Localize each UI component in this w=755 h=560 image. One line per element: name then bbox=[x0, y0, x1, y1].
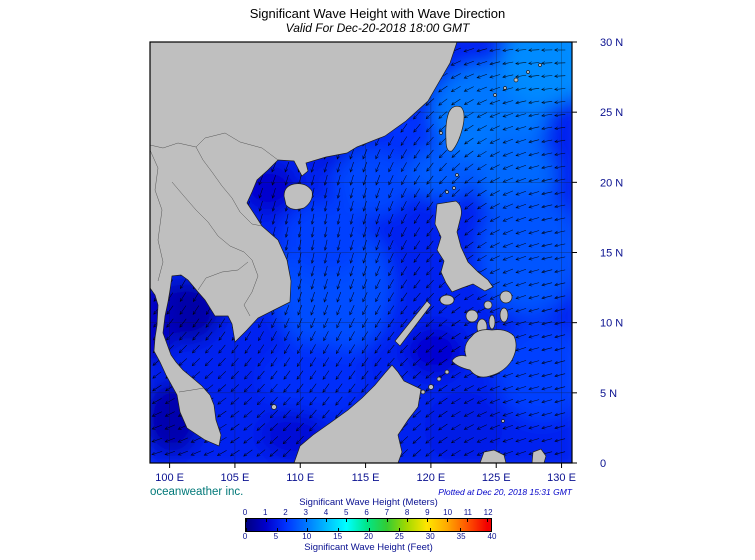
colorbar-feet-ticks: 0 5 10 15 20 25 30 35 40 bbox=[242, 532, 497, 542]
x-tick-label: 120 E bbox=[417, 472, 446, 484]
colorbar-meters-tick: 8 bbox=[404, 508, 410, 517]
y-tick-label: 25 N bbox=[600, 107, 623, 119]
landmass-borneo-island bbox=[293, 364, 422, 463]
landmass-mindanao-island bbox=[451, 329, 517, 378]
colorbar-gradient bbox=[245, 518, 492, 532]
x-tick-label: 100 E bbox=[155, 472, 184, 484]
colorbar-feet-tick: 20 bbox=[364, 532, 373, 541]
oceanweather-credit: oceanweather inc. bbox=[150, 486, 244, 498]
chart-title: Significant Wave Height with Wave Direct… bbox=[249, 6, 506, 21]
chart-subtitle: Valid For Dec-20-2018 18:00 GMT bbox=[285, 21, 470, 35]
colorbar-feet-tick: 15 bbox=[333, 532, 343, 541]
y-tick-label: 30 N bbox=[600, 37, 623, 49]
landmass-palawan-island bbox=[394, 300, 432, 347]
colorbar-meters-tick: 2 bbox=[283, 508, 288, 517]
country-borders bbox=[150, 132, 376, 463]
colorbar-meters-tick: 11 bbox=[463, 508, 472, 517]
y-tick-label: 0 bbox=[600, 458, 606, 470]
colorbar-feet-tick: 0 bbox=[242, 532, 248, 541]
wave-patch-celebes-sea bbox=[424, 392, 503, 463]
landmass-taiwan-island bbox=[445, 105, 465, 152]
y-tick-label: 10 N bbox=[600, 318, 623, 330]
colorbar-meters-ticks: 0 1 2 3 4 5 6 7 8 9 10 11 12 bbox=[242, 508, 493, 518]
colorbar-feet-tick: 25 bbox=[394, 532, 404, 541]
landmass-luzon-island bbox=[434, 200, 494, 293]
y-tick-label: 5 N bbox=[600, 388, 617, 400]
colorbar-meters-tick: 10 bbox=[443, 508, 453, 517]
plotted-timestamp: Plotted at Dec 20, 2018 15:31 GMT bbox=[438, 487, 572, 497]
colorbar-feet-tick: 40 bbox=[487, 532, 497, 541]
y-tick-label: 15 N bbox=[600, 248, 623, 260]
landmass-visayas-islands bbox=[439, 290, 513, 340]
wave-patch-luzon-strait bbox=[407, 143, 476, 200]
x-tick-label: 130 E bbox=[547, 472, 576, 484]
colorbar-feet-tick: 35 bbox=[456, 532, 466, 541]
x-tick-label: 115 E bbox=[352, 472, 380, 484]
colorbar-meters-tick: 5 bbox=[344, 508, 349, 517]
colorbar-feet-tick: 5 bbox=[273, 532, 279, 541]
wave-patch-sulu-sea bbox=[406, 325, 464, 377]
landmass-small-islands bbox=[271, 63, 547, 463]
landmass-hainan-island bbox=[283, 183, 313, 210]
colorbar-feet-label: Significant Wave Height (Feet) bbox=[304, 542, 433, 553]
wave-patch-scs-off-central-vietnam bbox=[282, 202, 366, 275]
colorbar-meters-tick: 0 bbox=[242, 508, 248, 517]
longitude-axis: 100 E 105 E 110 E 115 E 120 E 125 E 130 E bbox=[155, 463, 576, 484]
latitude-axis: 30 N 25 N 20 N 15 N 10 N 5 N 0 bbox=[572, 37, 623, 470]
colorbar-meters-tick: 4 bbox=[323, 508, 329, 517]
colorbar-meters-tick: 12 bbox=[483, 508, 493, 517]
colorbar-feet-tick: 30 bbox=[425, 532, 435, 541]
colorbar-meters-label: Significant Wave Height (Meters) bbox=[299, 497, 438, 508]
landmass-mainland-asia bbox=[150, 42, 458, 447]
wave-patch-southern-scs bbox=[261, 342, 366, 416]
colorbar-meters-tick: 3 bbox=[303, 508, 308, 517]
x-tick-label: 105 E bbox=[221, 472, 250, 484]
y-tick-label: 20 N bbox=[600, 177, 623, 189]
colorbar-meters-tick: 9 bbox=[425, 508, 430, 517]
x-tick-label: 125 E bbox=[482, 472, 511, 484]
colorbar-meters-tick: 7 bbox=[384, 508, 390, 517]
colorbar-meters-tick: 6 bbox=[364, 508, 369, 517]
colorbar-meters-tick: 1 bbox=[263, 508, 268, 517]
land-layer bbox=[150, 42, 547, 463]
x-tick-label: 110 E bbox=[286, 472, 314, 484]
landmass-sulu-archipelago bbox=[420, 369, 450, 395]
colorbar-feet-tick: 10 bbox=[302, 532, 312, 541]
